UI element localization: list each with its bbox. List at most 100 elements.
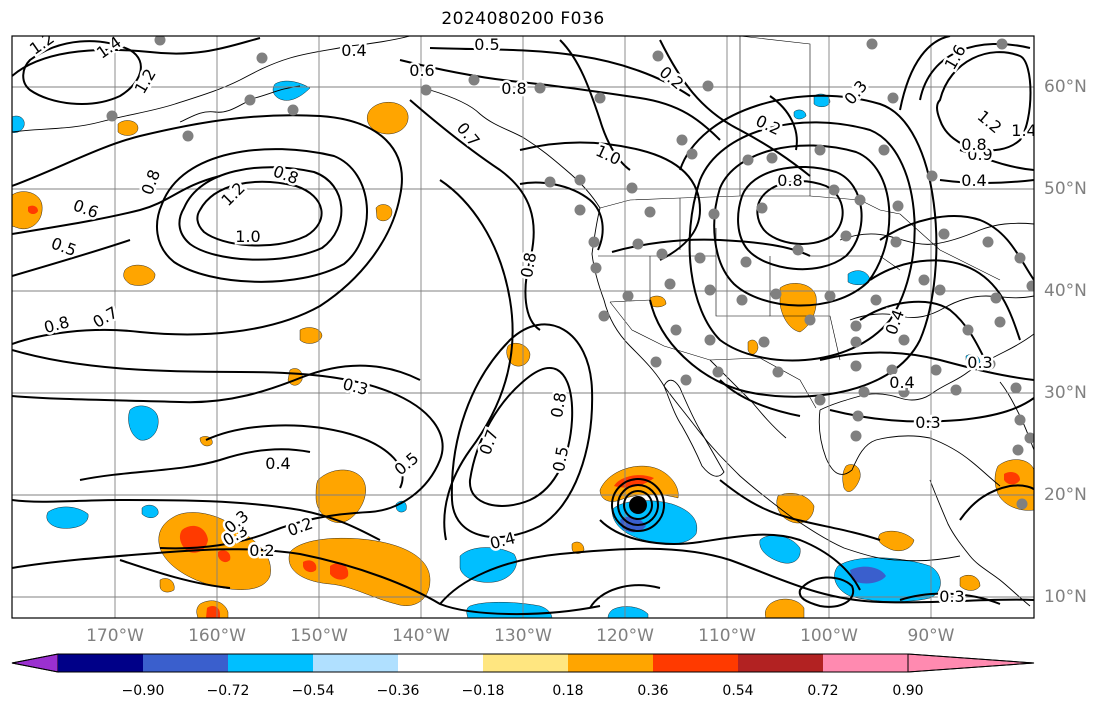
anomaly-patch: [959, 575, 981, 591]
forecast-map: 1.2 1.4 1.2 0.4 0.5 0.6 0.8 0.2 0.3 1.6 …: [11, 35, 1036, 619]
contour-label: 0.4: [961, 171, 986, 190]
contour-label: 0.8: [961, 135, 986, 154]
contour-label: 0.8: [501, 79, 526, 98]
contour-label: 0.8: [547, 391, 570, 419]
lon-label: 90°W: [907, 626, 955, 646]
colorbar-extend-low: [11, 653, 59, 673]
contour-label: 0.8: [42, 312, 72, 337]
contour-label: 0.2: [285, 514, 315, 541]
lon-label: 150°W: [290, 626, 348, 646]
contour-label: 0.3: [840, 77, 871, 109]
lon-label: 100°W: [800, 626, 858, 646]
contour-label: 0.7: [453, 119, 484, 151]
anomaly-patch: [218, 550, 231, 563]
contour-label: 0.5: [49, 234, 79, 261]
anomaly-patch: [614, 475, 654, 488]
contour-label: 0.3: [915, 413, 940, 432]
anomaly-patch: [776, 493, 815, 524]
contour-label: 1.6: [941, 41, 970, 73]
lon-label: 130°W: [494, 626, 552, 646]
colorbar-tick-label: −0.18: [461, 683, 505, 699]
contour-label: 0.4: [889, 373, 914, 392]
anomaly-patch: [607, 606, 649, 618]
anomaly-patch: [571, 541, 585, 554]
anomaly-patch: [28, 205, 38, 214]
colorbar-segment: [313, 654, 398, 672]
political-borders: [598, 36, 1001, 409]
anomaly-patch: [272, 80, 311, 101]
contour-label: 0.5: [391, 448, 423, 479]
anomaly-patch: [813, 93, 831, 107]
anomaly-patch: [303, 560, 317, 573]
contour-lines: [12, 36, 1034, 616]
contour-label: 0.2: [753, 111, 784, 139]
contour-label: 1.0: [235, 227, 260, 246]
lon-label: 120°W: [596, 626, 654, 646]
contour-label: 0.2: [656, 62, 688, 93]
anomaly-patch: [850, 566, 886, 584]
contour-label: 0.8: [138, 167, 165, 197]
colorbar-segment: [58, 654, 143, 672]
contour-label: 0.2: [249, 541, 274, 560]
contour-label: 1.4: [1011, 121, 1036, 140]
anomaly-patch: [159, 578, 175, 593]
colorbar-tick-label: 0.72: [807, 683, 839, 699]
anomaly-patch: [1004, 472, 1020, 485]
anomaly-patch: [141, 504, 159, 518]
storm-rings: [611, 478, 665, 532]
anomaly-patch: [759, 535, 801, 564]
colorbar-tick-label: 0.18: [552, 683, 584, 699]
anomaly-patch: [288, 537, 431, 606]
contour-label: 0.8: [271, 162, 301, 189]
anomaly-patch: [123, 264, 156, 286]
contour-label: 0.4: [265, 454, 290, 473]
anomaly-patch: [459, 547, 517, 583]
anomaly-patch: [179, 525, 208, 553]
anomaly-patch: [375, 204, 393, 222]
storm-center: [630, 497, 646, 513]
contour-label: 0.6: [409, 61, 434, 80]
colorbar-segment: [823, 654, 908, 672]
lon-label: 140°W: [392, 626, 450, 646]
anomaly-patch: [466, 602, 553, 618]
contour-label: 0.6: [71, 196, 101, 223]
anomaly-patch: [793, 109, 807, 120]
contour-label: 0.7: [476, 427, 503, 457]
colorbar-tick-label: 0.90: [892, 683, 924, 699]
anomaly-patch: [747, 339, 759, 355]
contour-label: 0.5: [549, 445, 572, 473]
lon-label: 170°W: [86, 626, 144, 646]
contour-label: 0.3: [967, 353, 992, 372]
anomaly-patch: [299, 327, 323, 344]
colorbar-segment: [483, 654, 568, 672]
lon-label: 160°W: [188, 626, 246, 646]
contour-label: 0.8: [777, 171, 802, 190]
anomaly-patch: [878, 530, 915, 551]
colorbar-segment: [568, 654, 653, 672]
anomaly-patch: [206, 606, 220, 618]
colorbar-tick-label: 0.36: [637, 683, 669, 699]
anomaly-patch: [765, 598, 805, 618]
coastlines: [12, 36, 1034, 607]
contour-label: 0.5: [474, 35, 499, 54]
lat-label: 20°N: [1044, 485, 1087, 505]
contour-label: 0.8: [517, 251, 540, 279]
contour-label: 0.4: [882, 307, 909, 337]
colorbar: [11, 653, 1035, 673]
map-title: 2024080200 F036: [441, 9, 605, 29]
colorbar-segment: [653, 654, 738, 672]
anomaly-patch: [117, 120, 139, 136]
lat-label: 30°N: [1044, 383, 1087, 403]
anomaly-patch: [46, 506, 89, 529]
station-markers: [106, 36, 1034, 510]
lat-label: 40°N: [1044, 281, 1087, 301]
colorbar-segment: [738, 654, 823, 672]
contour-label: 0.9: [967, 145, 992, 164]
contour-label: 0.7: [89, 303, 121, 332]
anomaly-patch: [12, 115, 25, 133]
colorbar-outline: [11, 653, 1035, 673]
colorbar-extend-high: [907, 653, 1035, 673]
colorbar-tick-label: −0.90: [121, 683, 165, 699]
colorbar-segment: [143, 654, 228, 672]
lat-label: 60°N: [1044, 77, 1087, 97]
